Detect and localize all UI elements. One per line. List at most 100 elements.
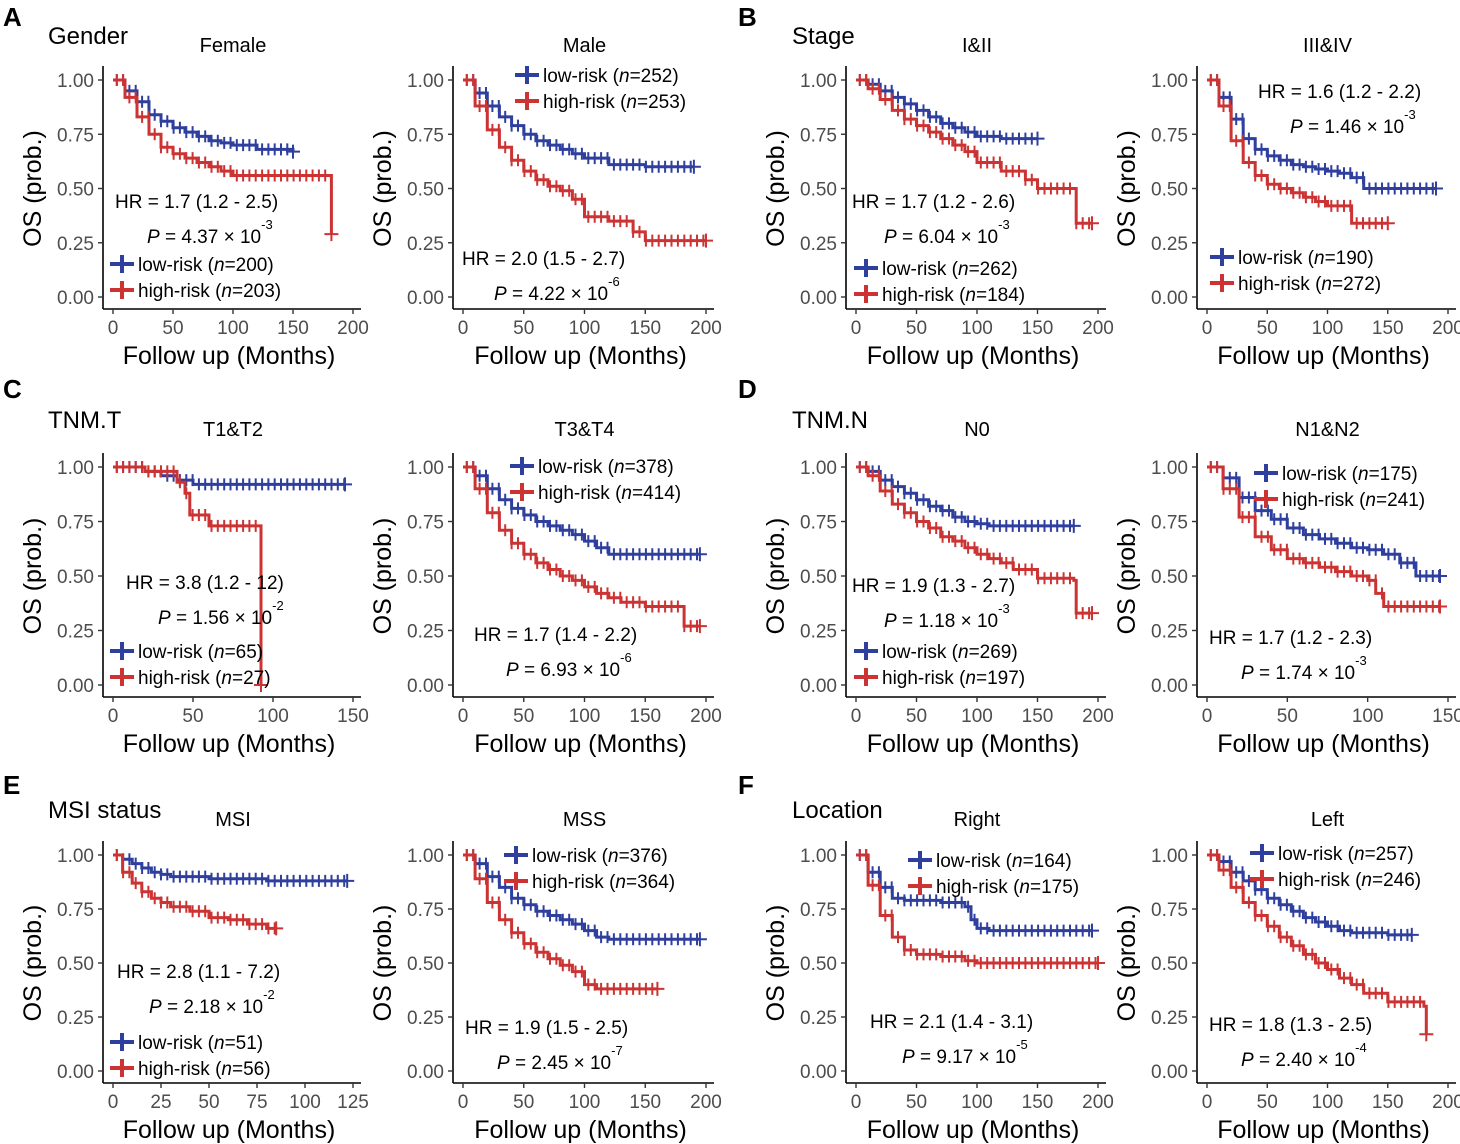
x-tick-label: 150 <box>629 1092 661 1113</box>
legend-label: high-risk (n=364) <box>532 872 675 893</box>
hazard-ratio: HR = 1.7 (1.2 - 2.6) <box>852 192 1015 213</box>
y-axis-label: OS (prob.) <box>1113 518 1141 635</box>
y-tick-label: 0.50 <box>800 567 837 588</box>
legend-item-high-risk: high-risk (n=184) <box>854 285 1025 306</box>
km-panel-t3-t4: T3&T4 0.00 0.25 0.50 0.75 1.00 0 50 100 150 200Fol… <box>369 419 722 758</box>
chart-title: Left <box>1311 809 1345 831</box>
km-panel-n0: N0 0.00 0.25 0.50 0.75 1.00 0 50 100 150 200Follow… <box>762 419 1114 758</box>
panel-letter: C <box>3 374 22 404</box>
x-tick-label: 150 <box>1022 1092 1054 1113</box>
legend-swatch <box>110 668 134 686</box>
p-value: P = 4.22 × 10-6 <box>494 274 620 305</box>
censor-marks-high-risk <box>465 74 713 248</box>
censor-marks-high-risk <box>115 849 284 936</box>
legend-label: low-risk (n=190) <box>1238 248 1374 269</box>
y-tick-label: 0.75 <box>1151 900 1188 921</box>
censor-marks-low-risk <box>858 74 1045 146</box>
x-axis-label: Follow up (Months) <box>867 730 1080 758</box>
x-axis-label: Follow up (Months) <box>123 342 336 370</box>
x-tick-label: 0 <box>108 318 119 339</box>
x-tick-label: 0 <box>108 1092 119 1113</box>
y-tick-label: 0.00 <box>800 288 837 309</box>
y-tick-label: 0.50 <box>800 954 837 975</box>
km-panel-iii-iv: III&IV 0.00 0.25 0.50 0.75 1.00 0 50 100 150 200Fo… <box>1113 35 1460 370</box>
x-tick-label: 100 <box>257 706 289 727</box>
y-tick-label: 0.75 <box>57 513 94 534</box>
x-tick-label: 150 <box>337 706 369 727</box>
x-tick-label: 0 <box>1202 318 1213 339</box>
y-tick-label: 0.50 <box>1151 180 1188 201</box>
legend-item-high-risk: high-risk (n=364) <box>504 872 675 893</box>
x-tick-label: 50 <box>182 706 203 727</box>
x-axis-label: Follow up (Months) <box>867 342 1080 370</box>
x-axis-label: Follow up (Months) <box>867 1116 1080 1144</box>
legend-item-low-risk: low-risk (n=175) <box>1254 464 1418 485</box>
panel-letter: B <box>738 2 757 32</box>
y-tick-label: 0.25 <box>800 1008 837 1029</box>
legend-swatch <box>1250 870 1274 888</box>
y-tick-label: 1.00 <box>1151 846 1188 867</box>
x-tick-label: 200 <box>1432 1092 1460 1113</box>
x-tick-label: 50 <box>513 318 534 339</box>
legend-item-high-risk: high-risk (n=203) <box>110 281 281 302</box>
y-tick-label: 0.25 <box>1151 622 1188 643</box>
legend-swatch <box>1210 248 1234 266</box>
x-tick-label: 0 <box>458 706 469 727</box>
p-value: P = 1.74 × 10-3 <box>1241 653 1367 684</box>
legend-swatch <box>110 255 134 273</box>
x-tick-label: 50 <box>906 706 927 727</box>
legend-label: low-risk (n=252) <box>543 66 679 87</box>
censor-marks-high-risk <box>858 461 1099 621</box>
y-tick-label: 1.00 <box>407 71 444 92</box>
km-curve-low-risk <box>463 78 694 169</box>
km-curve-high-risk <box>1207 78 1388 225</box>
y-tick-label: 0.00 <box>407 1062 444 1083</box>
y-tick-label: 0.25 <box>800 234 837 255</box>
x-tick-label: 0 <box>108 706 119 727</box>
legend-label: low-risk (n=257) <box>1278 844 1414 865</box>
y-tick-label: 0.75 <box>57 900 94 921</box>
panel-letter: D <box>738 374 757 404</box>
censor-marks-high-risk <box>1209 461 1447 614</box>
y-tick-label: 1.00 <box>57 71 94 92</box>
legend-swatch <box>110 1059 134 1077</box>
panel-letter: A <box>3 2 22 32</box>
x-axis-label: Follow up (Months) <box>1217 342 1430 370</box>
group-title: Gender <box>48 23 128 50</box>
p-value: P = 2.18 × 10-2 <box>149 987 275 1018</box>
x-tick-label: 150 <box>629 318 661 339</box>
y-tick-label: 0.25 <box>407 1008 444 1029</box>
x-tick-label: 50 <box>162 318 183 339</box>
legend-swatch <box>1254 464 1278 482</box>
y-tick-label: 0.00 <box>1151 288 1188 309</box>
y-tick-label: 0.50 <box>1151 567 1188 588</box>
hazard-ratio: HR = 2.1 (1.4 - 3.1) <box>870 1012 1033 1033</box>
x-tick-label: 25 <box>150 1092 171 1113</box>
chart-title: Right <box>954 809 1001 831</box>
y-tick-label: 0.25 <box>407 622 444 643</box>
legend-item-low-risk: low-risk (n=252) <box>515 66 679 87</box>
legend-item-high-risk: high-risk (n=56) <box>110 1059 271 1080</box>
x-axis-label: Follow up (Months) <box>474 730 687 758</box>
chart-title: I&II <box>962 35 992 57</box>
x-tick-label: 100 <box>1312 318 1344 339</box>
y-axis-label: OS (prob.) <box>1113 905 1141 1022</box>
y-tick-label: 0.00 <box>800 1062 837 1083</box>
km-panel-n1-n2: N1&N2 0.00 0.25 0.50 0.75 1.00 0 50 100 150Follow… <box>1113 419 1460 758</box>
hazard-ratio: HR = 1.7 (1.2 - 2.3) <box>1209 628 1372 649</box>
km-curve-high-risk <box>1207 465 1440 608</box>
legend-item-high-risk: high-risk (n=253) <box>515 92 686 113</box>
x-tick-label: 150 <box>277 318 309 339</box>
km-panel-i-ii: I&II 0.00 0.25 0.50 0.75 1.00 0 50 100 150 200Foll… <box>762 35 1114 370</box>
legend-item-high-risk: high-risk (n=241) <box>1254 490 1425 511</box>
legend-item-high-risk: high-risk (n=246) <box>1250 870 1421 891</box>
hazard-ratio: HR = 3.8 (1.2 - 12) <box>126 573 284 594</box>
y-tick-label: 0.25 <box>407 234 444 255</box>
group-title: TNM.N <box>792 407 868 434</box>
x-tick-label: 200 <box>690 1092 722 1113</box>
legend-item-low-risk: low-risk (n=269) <box>854 642 1018 663</box>
x-tick-label: 100 <box>961 1092 993 1113</box>
chart-title: N1&N2 <box>1295 419 1359 441</box>
legend-label: low-risk (n=164) <box>936 851 1072 872</box>
